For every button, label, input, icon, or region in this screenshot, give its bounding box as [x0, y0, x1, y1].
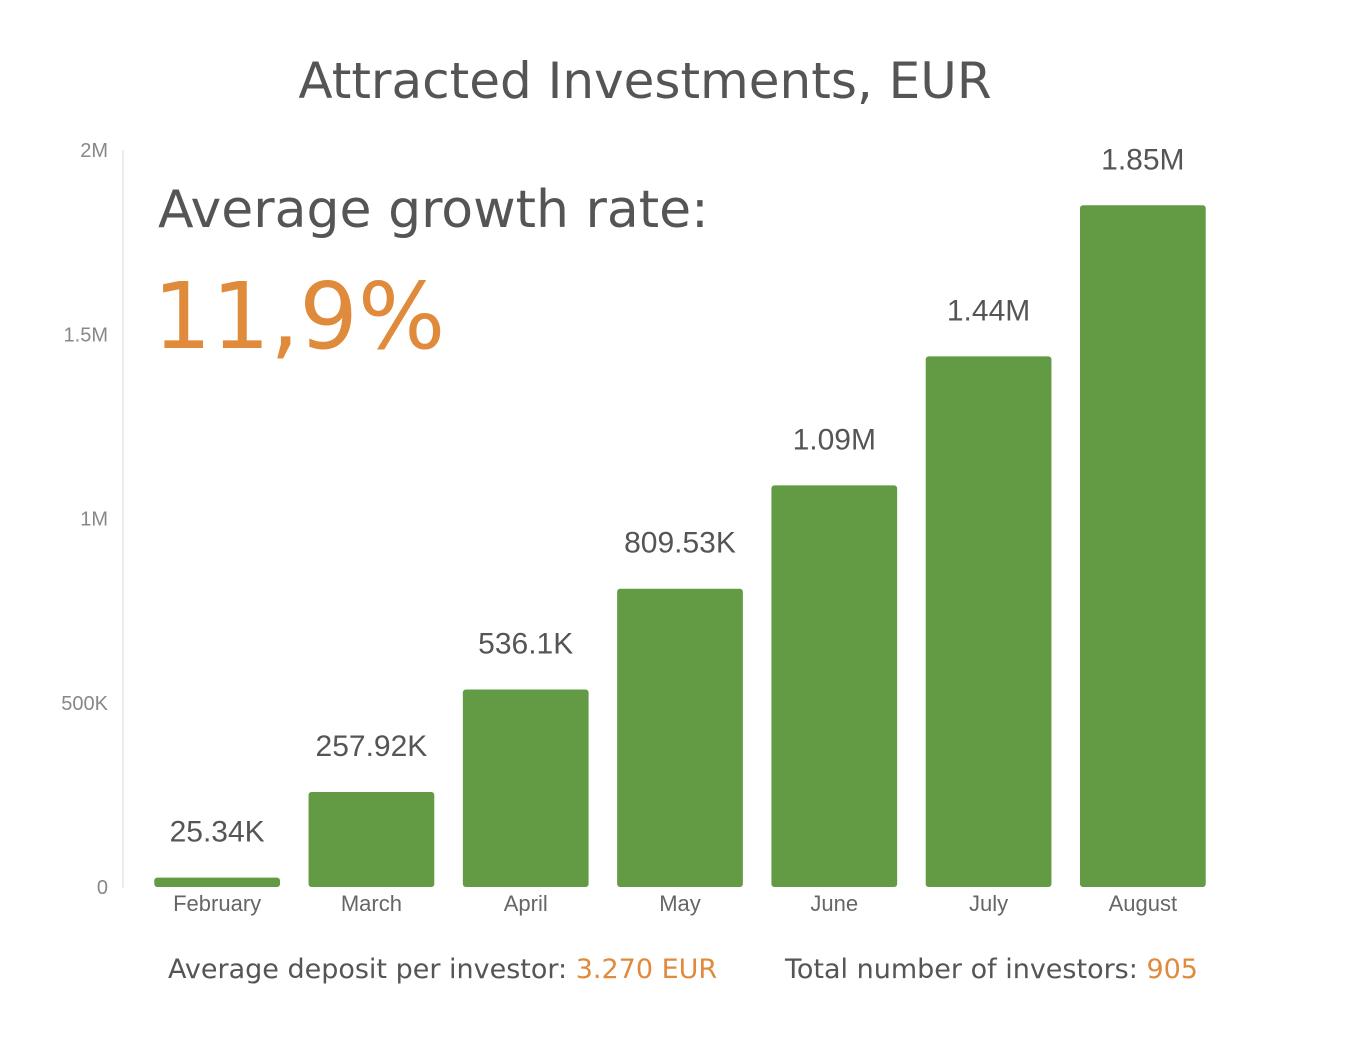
x-axis-ticks: February March April May June July August	[173, 891, 1177, 916]
x-tick-label: March	[341, 891, 402, 916]
x-tick-label: August	[1109, 891, 1178, 916]
bars-group	[154, 205, 1206, 887]
x-tick-label: May	[659, 891, 701, 916]
data-labels-group: 25.34K 257.92K 536.1K 809.53K 1.09M 1.44M 1.85…	[170, 143, 1185, 848]
bar-july[interactable]	[925, 356, 1052, 887]
bar-june[interactable]	[771, 485, 898, 887]
average-deposit-text: Average deposit per investor: 3.270 EUR	[168, 954, 717, 985]
bar-may[interactable]	[617, 588, 743, 887]
x-tick-label: April	[504, 891, 548, 916]
y-tick-label: 1M	[80, 509, 108, 531]
data-label: 809.53K	[624, 527, 736, 560]
chart-title: Attracted Investments, EUR	[298, 52, 991, 110]
total-investors-label: Total number of investors:	[784, 954, 1146, 985]
bar-april[interactable]	[462, 689, 589, 887]
growth-rate-value: 11,9%	[153, 263, 445, 370]
total-investors-value: 905	[1146, 954, 1198, 985]
data-label: 1.44M	[947, 294, 1030, 327]
y-tick-label: 1.5M	[64, 324, 108, 346]
y-axis-ticks: 0 500K 1M 1.5M 2M	[61, 140, 108, 899]
bar-march[interactable]	[308, 791, 435, 887]
average-deposit-label: Average deposit per investor:	[168, 954, 576, 985]
y-tick-label: 2M	[80, 140, 108, 162]
bar-february[interactable]	[154, 877, 281, 887]
x-tick-label: June	[810, 891, 858, 916]
x-tick-label: July	[969, 891, 1008, 916]
data-label: 1.09M	[793, 423, 876, 456]
y-tick-label: 0	[97, 877, 108, 899]
bar-august[interactable]	[1079, 205, 1206, 887]
data-label: 257.92K	[316, 730, 428, 763]
x-tick-label: February	[173, 891, 261, 916]
data-label: 1.85M	[1101, 143, 1184, 176]
y-tick-label: 500K	[61, 693, 108, 715]
data-label: 25.34K	[170, 816, 265, 849]
growth-rate-label: Average growth rate:	[158, 180, 709, 240]
total-investors-text: Total number of investors: 905	[784, 954, 1198, 985]
average-deposit-value: 3.270 EUR	[576, 954, 717, 985]
data-label: 536.1K	[478, 627, 573, 660]
